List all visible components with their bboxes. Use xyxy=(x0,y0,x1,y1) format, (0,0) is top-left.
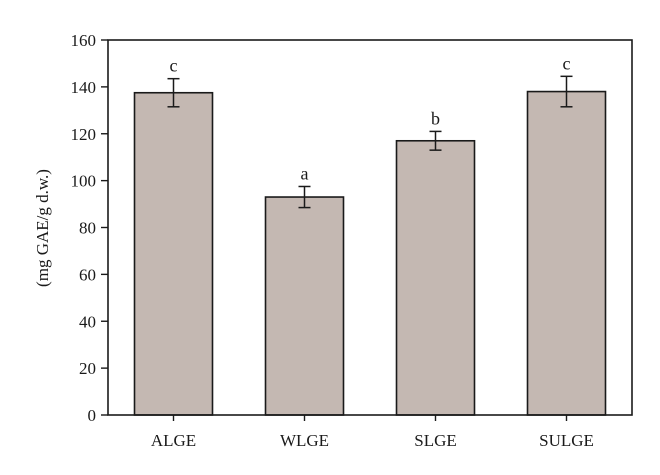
y-tick-label-120: 120 xyxy=(71,125,97,144)
y-tick-label-140: 140 xyxy=(71,78,97,97)
plot-area: c ALGE a WLGE b SLGE c SULGE 0 20 40 60 80 100 120 140 1… xyxy=(71,31,633,450)
y-axis-label: (mg GAE/g d.w.) xyxy=(33,169,52,287)
x-tick-label-alge: ALGE xyxy=(151,431,196,450)
y-tick-label-60: 60 xyxy=(79,265,96,284)
y-tick-label-0: 0 xyxy=(88,406,97,425)
bar-sulge xyxy=(526,90,607,416)
x-tick-label-slge: SLGE xyxy=(414,431,457,450)
x-tick-label-wlge: WLGE xyxy=(280,431,329,450)
significance-label-slge: b xyxy=(431,108,440,128)
y-tick-label-100: 100 xyxy=(71,172,97,191)
bar-wlge xyxy=(264,196,345,416)
plot-frame xyxy=(107,39,633,416)
significance-label-sulge: c xyxy=(563,53,571,73)
y-tick-label-20: 20 xyxy=(79,359,96,378)
y-tick-label-40: 40 xyxy=(79,312,96,331)
bar-slge xyxy=(395,139,476,416)
significance-label-alge: c xyxy=(170,56,178,76)
x-tick-label-sulge: SULGE xyxy=(539,431,594,450)
y-tick-label-160: 160 xyxy=(71,31,97,50)
bar-alge xyxy=(133,91,214,416)
y-tick-label-80: 80 xyxy=(79,219,96,238)
significance-label-wlge: a xyxy=(301,163,309,183)
